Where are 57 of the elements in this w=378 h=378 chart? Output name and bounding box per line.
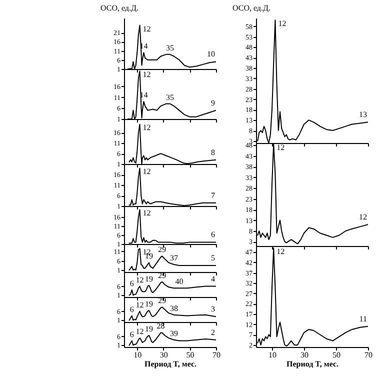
annotation: 12	[136, 327, 144, 336]
annotation: 12	[278, 19, 286, 28]
annotation: 4	[211, 274, 215, 284]
annotation: 19	[144, 274, 153, 284]
annotation: 6	[130, 330, 134, 339]
annotation: 40	[175, 277, 184, 286]
x-tick-label: 50	[186, 350, 194, 360]
x-tick-label: 10	[268, 350, 276, 360]
line-series	[127, 70, 216, 119]
annotation: 12	[136, 300, 144, 310]
y-axis-title: ОСО, ед.Д.	[232, 4, 270, 12]
annotation: 3	[211, 304, 215, 314]
x-tick-label: 10	[134, 350, 142, 360]
x-tick-label: 70	[212, 350, 220, 360]
x-tick-label: 70	[364, 350, 372, 360]
x-tick-label: 30	[160, 350, 168, 360]
line-series	[128, 306, 216, 321]
annotation: 19	[144, 324, 153, 334]
annotation: 19	[144, 299, 153, 308]
line-series	[128, 168, 216, 206]
x-tick-label: 30	[300, 350, 308, 360]
annotation: 29	[158, 245, 166, 254]
annotation: 29	[158, 270, 166, 280]
annotation: 35	[166, 92, 174, 102]
annotation: 11	[359, 314, 367, 324]
annotation: 13	[359, 110, 367, 120]
annotation: 9	[211, 98, 215, 108]
annotation: 12	[142, 123, 151, 132]
annotation: 12	[142, 167, 151, 176]
x-axis-title: Период T, мес.	[144, 360, 197, 368]
y-axis-title: ОСО, ед.Д.	[100, 4, 138, 12]
annotation: 12	[359, 212, 367, 222]
x-tick-label: 50	[332, 350, 340, 360]
line-series	[128, 248, 216, 271]
annotation: 6	[130, 304, 134, 314]
annotation: 6	[211, 230, 215, 240]
annotation: 5	[211, 253, 215, 262]
annotation: 38	[170, 304, 178, 313]
annotation: 39	[170, 328, 178, 338]
annotation: 6	[130, 278, 134, 288]
annotation: 12	[142, 24, 151, 34]
line-series	[127, 24, 216, 69]
annotation: 37	[170, 254, 178, 263]
annotation: 14	[140, 90, 148, 100]
annotation: 12	[142, 208, 151, 218]
x-axis-title: Период T, мес.	[286, 360, 339, 368]
annotation: 12	[276, 247, 285, 256]
annotation: 12	[142, 70, 151, 80]
line-series	[128, 124, 216, 164]
annotation: 29	[158, 296, 166, 306]
annotation: 8	[211, 148, 215, 157]
annotation: 2	[211, 328, 215, 337]
annotation: 10	[207, 50, 215, 59]
annotation: 35	[166, 43, 174, 52]
annotation: 12	[136, 275, 144, 284]
annotation: 12	[276, 143, 285, 152]
annotation: 7	[211, 190, 215, 200]
